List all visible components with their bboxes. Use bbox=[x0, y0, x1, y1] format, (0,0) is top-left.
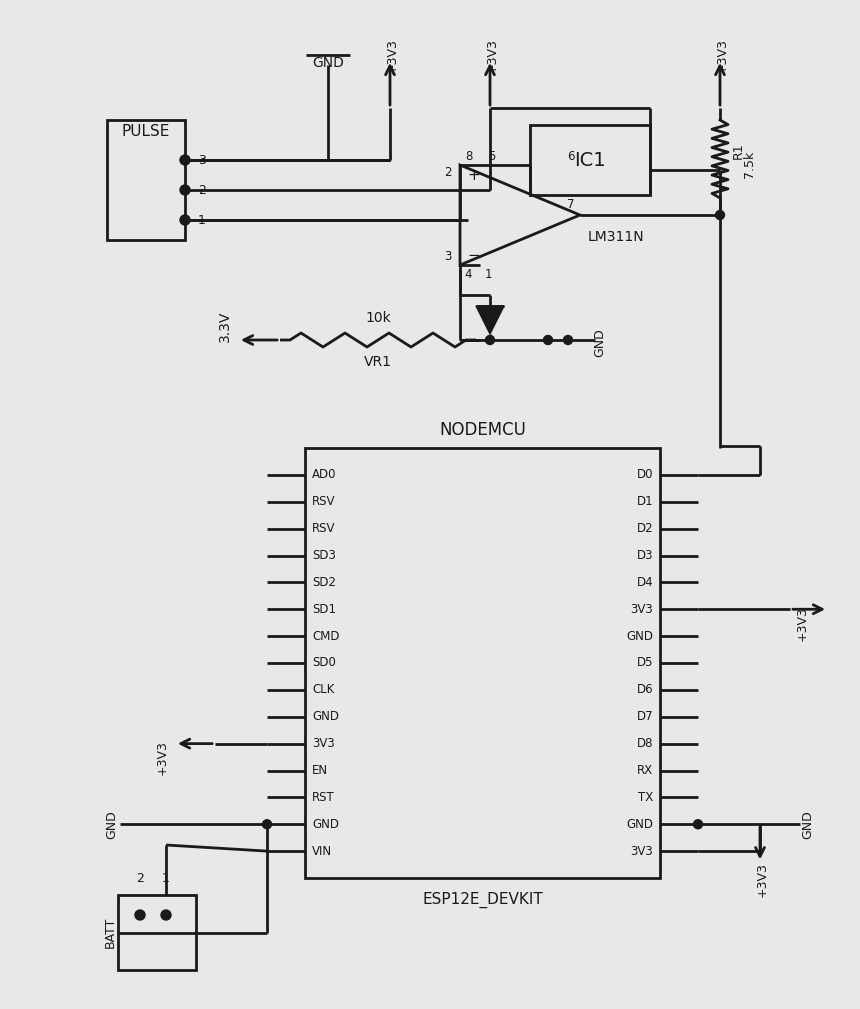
Text: 7: 7 bbox=[568, 199, 575, 212]
Text: +3V3: +3V3 bbox=[755, 862, 769, 897]
Circle shape bbox=[180, 215, 190, 225]
Text: −: − bbox=[468, 247, 481, 262]
Text: 3V3: 3V3 bbox=[630, 845, 653, 858]
Text: SD3: SD3 bbox=[312, 549, 336, 562]
Text: +3V3: +3V3 bbox=[486, 38, 499, 74]
Text: 3.3V: 3.3V bbox=[218, 311, 232, 342]
Text: GND: GND bbox=[593, 329, 606, 357]
Circle shape bbox=[716, 211, 724, 220]
Circle shape bbox=[135, 910, 145, 920]
Text: BATT: BATT bbox=[103, 917, 116, 948]
Text: D3: D3 bbox=[636, 549, 653, 562]
Text: 2: 2 bbox=[445, 166, 452, 180]
Text: VR1: VR1 bbox=[364, 355, 392, 369]
Text: EN: EN bbox=[312, 764, 329, 777]
Text: 3: 3 bbox=[445, 250, 452, 263]
Text: 3: 3 bbox=[198, 153, 206, 166]
Bar bbox=[107, 120, 185, 240]
Text: GND: GND bbox=[312, 817, 339, 830]
Text: +3V3: +3V3 bbox=[156, 741, 169, 775]
Text: SD2: SD2 bbox=[312, 576, 336, 589]
Text: TX: TX bbox=[638, 791, 653, 804]
Text: 8: 8 bbox=[465, 150, 472, 163]
Text: 2: 2 bbox=[198, 184, 206, 197]
Text: 6: 6 bbox=[568, 150, 575, 163]
Text: GND: GND bbox=[312, 710, 339, 723]
Text: NODEMCU: NODEMCU bbox=[439, 421, 526, 439]
Polygon shape bbox=[476, 306, 504, 334]
Circle shape bbox=[563, 336, 573, 344]
Text: D2: D2 bbox=[636, 522, 653, 535]
Bar bbox=[305, 448, 660, 878]
Text: 1: 1 bbox=[162, 872, 170, 885]
Text: SD0: SD0 bbox=[312, 657, 336, 670]
Text: 3V3: 3V3 bbox=[630, 602, 653, 615]
Text: RSV: RSV bbox=[312, 495, 335, 509]
Text: D1: D1 bbox=[636, 495, 653, 509]
Text: 7.5k: 7.5k bbox=[744, 150, 757, 178]
Circle shape bbox=[544, 336, 552, 344]
Text: CMD: CMD bbox=[312, 630, 340, 643]
Text: RST: RST bbox=[312, 791, 335, 804]
Text: 2: 2 bbox=[136, 872, 144, 885]
Circle shape bbox=[486, 336, 494, 344]
Text: 5: 5 bbox=[488, 150, 495, 163]
Text: 1: 1 bbox=[198, 214, 206, 226]
Text: GND: GND bbox=[626, 630, 653, 643]
Text: +3V3: +3V3 bbox=[716, 38, 728, 74]
Text: GND: GND bbox=[802, 810, 814, 838]
Text: D8: D8 bbox=[636, 738, 653, 750]
Text: RSV: RSV bbox=[312, 522, 335, 535]
Text: 10k: 10k bbox=[366, 311, 391, 325]
Text: D6: D6 bbox=[636, 683, 653, 696]
Text: D5: D5 bbox=[636, 657, 653, 670]
Text: 1: 1 bbox=[484, 268, 492, 282]
Circle shape bbox=[693, 819, 703, 828]
Text: +: + bbox=[468, 167, 481, 183]
Text: IC1: IC1 bbox=[574, 150, 605, 170]
Text: GND: GND bbox=[312, 57, 344, 70]
Text: R1: R1 bbox=[732, 142, 745, 159]
Circle shape bbox=[262, 819, 272, 828]
Text: ESP12E_DEVKIT: ESP12E_DEVKIT bbox=[422, 892, 543, 908]
Circle shape bbox=[161, 910, 171, 920]
Text: SD1: SD1 bbox=[312, 602, 336, 615]
Bar bbox=[530, 125, 650, 195]
Text: 3V3: 3V3 bbox=[312, 738, 335, 750]
Text: GND: GND bbox=[106, 810, 119, 838]
Circle shape bbox=[180, 155, 190, 165]
Text: AD0: AD0 bbox=[312, 468, 336, 481]
Bar bbox=[118, 895, 196, 970]
Text: +3V3: +3V3 bbox=[796, 605, 808, 641]
Text: LM311N: LM311N bbox=[588, 230, 645, 244]
Text: D0: D0 bbox=[636, 468, 653, 481]
Text: D7: D7 bbox=[636, 710, 653, 723]
Text: VIN: VIN bbox=[312, 845, 332, 858]
Text: 4: 4 bbox=[464, 268, 472, 282]
Text: PULSE: PULSE bbox=[122, 124, 170, 139]
Text: +3V3: +3V3 bbox=[385, 38, 398, 74]
Text: CLK: CLK bbox=[312, 683, 335, 696]
Text: GND: GND bbox=[626, 817, 653, 830]
Circle shape bbox=[180, 185, 190, 195]
Text: RX: RX bbox=[637, 764, 653, 777]
Text: D4: D4 bbox=[636, 576, 653, 589]
